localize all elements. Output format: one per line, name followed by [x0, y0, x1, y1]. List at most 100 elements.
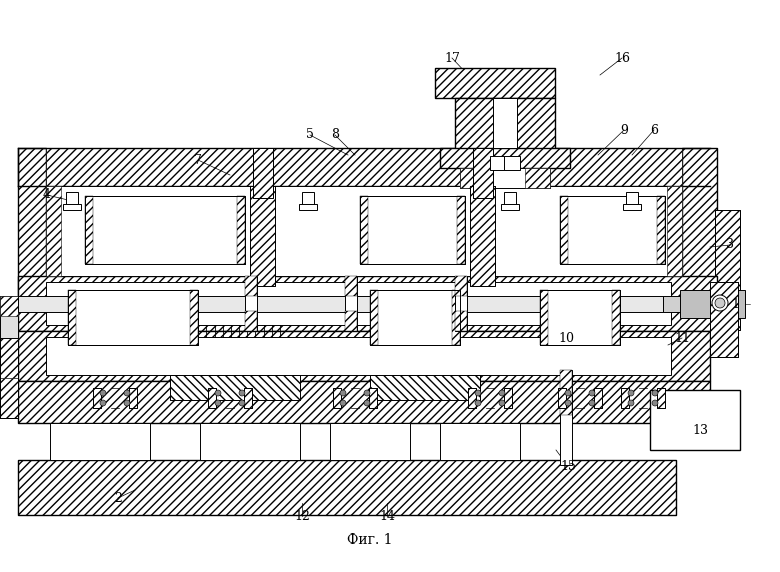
Bar — [558, 388, 566, 408]
Bar — [129, 388, 137, 408]
Text: 3: 3 — [726, 239, 734, 252]
Bar — [525, 168, 550, 188]
Bar — [370, 290, 460, 345]
Bar — [594, 388, 602, 408]
Circle shape — [565, 390, 571, 396]
Circle shape — [364, 400, 370, 406]
Text: 6: 6 — [650, 124, 658, 137]
Circle shape — [100, 400, 106, 406]
Text: 8: 8 — [331, 129, 339, 141]
Circle shape — [589, 390, 595, 396]
Bar — [455, 98, 555, 156]
Bar — [46, 282, 671, 325]
Bar — [369, 388, 377, 408]
Text: 5: 5 — [306, 129, 314, 141]
Text: 7: 7 — [194, 153, 202, 166]
Bar — [18, 331, 710, 381]
Bar — [66, 192, 78, 204]
Bar — [493, 98, 517, 148]
Text: 2: 2 — [114, 491, 122, 505]
Bar — [621, 388, 629, 408]
Bar — [715, 210, 740, 330]
Text: 4: 4 — [43, 189, 51, 201]
Bar — [540, 290, 620, 345]
Circle shape — [239, 400, 245, 406]
Bar — [455, 276, 467, 331]
Circle shape — [712, 295, 728, 311]
Bar — [440, 423, 520, 460]
Bar — [245, 276, 257, 331]
Bar — [504, 192, 516, 204]
Circle shape — [124, 390, 130, 396]
Bar — [85, 196, 93, 264]
Circle shape — [652, 390, 658, 396]
Bar — [455, 311, 467, 331]
Bar — [0, 338, 18, 418]
Circle shape — [215, 400, 221, 406]
Bar — [18, 276, 717, 331]
Bar — [460, 168, 485, 188]
Bar — [370, 375, 480, 400]
Bar — [18, 331, 710, 381]
Bar — [46, 337, 671, 375]
Bar — [333, 388, 341, 408]
Bar — [93, 388, 101, 408]
Circle shape — [100, 390, 106, 396]
Bar — [369, 388, 377, 408]
Bar — [0, 296, 18, 338]
Bar — [18, 148, 46, 368]
Bar — [208, 388, 216, 408]
Bar — [473, 148, 493, 198]
Circle shape — [340, 390, 346, 396]
Bar — [18, 381, 710, 423]
Bar — [594, 388, 602, 408]
Bar — [682, 148, 717, 333]
Bar — [501, 204, 519, 210]
Bar — [18, 460, 676, 515]
Circle shape — [628, 400, 634, 406]
Bar — [370, 290, 378, 345]
Bar — [244, 388, 252, 408]
Bar — [452, 290, 460, 345]
Bar — [360, 196, 465, 264]
Bar — [333, 388, 341, 408]
Circle shape — [652, 400, 658, 406]
Bar — [245, 311, 257, 331]
Circle shape — [340, 400, 346, 406]
Text: 16: 16 — [614, 51, 630, 65]
Bar — [253, 148, 273, 198]
Bar — [540, 290, 548, 345]
Bar — [657, 388, 665, 408]
Bar — [68, 290, 198, 345]
Text: 12: 12 — [294, 510, 310, 522]
Bar — [85, 196, 245, 264]
Bar — [470, 186, 495, 286]
Bar — [457, 196, 465, 264]
Bar — [657, 388, 665, 408]
Circle shape — [589, 400, 595, 406]
Bar — [440, 148, 570, 168]
Bar — [540, 290, 620, 345]
Bar — [18, 276, 717, 331]
Bar — [517, 98, 555, 156]
Bar — [710, 282, 738, 357]
Bar — [0, 378, 18, 418]
Bar — [667, 186, 682, 276]
Circle shape — [239, 390, 245, 396]
Text: 10: 10 — [558, 332, 574, 344]
Circle shape — [499, 400, 505, 406]
Circle shape — [475, 390, 481, 396]
Bar — [250, 186, 275, 286]
Bar — [170, 375, 300, 400]
Bar — [657, 196, 665, 264]
Bar — [68, 290, 76, 345]
Circle shape — [715, 298, 725, 308]
Circle shape — [215, 390, 221, 396]
Bar — [560, 370, 572, 415]
Bar — [245, 276, 257, 296]
Bar — [200, 423, 300, 460]
Bar — [93, 388, 101, 408]
Bar — [18, 148, 46, 368]
Bar — [560, 196, 665, 264]
Bar — [63, 204, 81, 210]
